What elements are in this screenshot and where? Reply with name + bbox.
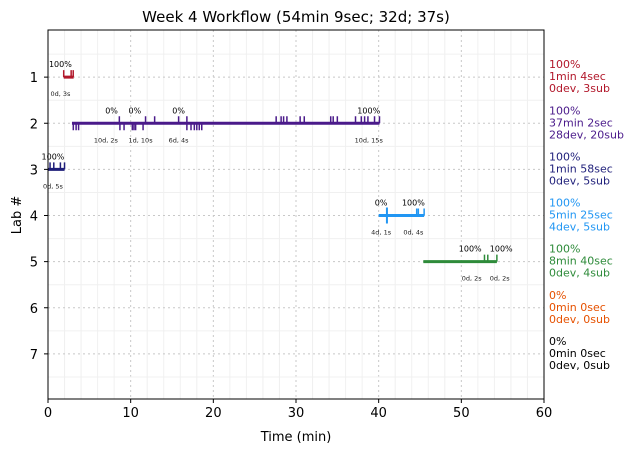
y-tick-label: 5 (30, 256, 38, 271)
annotation-duration: 4d, 1s (371, 229, 392, 237)
lab-7-summary: 0min 0sec (549, 347, 606, 360)
annotation-duration: 0d, 2s (462, 275, 483, 283)
x-tick-label: 50 (453, 406, 470, 421)
annotation-duration: 10d, 15s (355, 136, 384, 144)
x-tick-label: 20 (205, 406, 222, 421)
x-tick-label: 0 (44, 406, 52, 421)
annotation-percent: 0% (172, 106, 185, 115)
annotation-percent: 100% (357, 106, 380, 115)
lab-5-summary: 0dev, 4sub (549, 267, 610, 280)
chart-title: Week 4 Workflow (54min 9sec; 32d; 37s) (142, 8, 450, 26)
y-tick-label: 4 (30, 210, 38, 225)
annotation-percent: 100% (42, 152, 65, 161)
grid (47, 30, 545, 399)
lab-5-summary: 8min 40sec (549, 255, 613, 268)
lab-5-summary: 100% (549, 243, 580, 256)
lab-1-summary: 0dev, 3sub (549, 82, 610, 95)
lab-7-summary: 0dev, 0sub (549, 359, 610, 372)
y-tick-label: 1 (30, 71, 38, 86)
lab-4-summary: 4dev, 5sub (549, 221, 610, 234)
lab-3-summary: 1min 58sec (549, 162, 613, 175)
y-tick-label: 6 (30, 302, 38, 317)
annotation-duration: 0d, 2s (490, 275, 511, 283)
marks: 100% 0d, 3s 0% 10d, 2s 0% 1d, 10s 0% 6d, 4s 100%… (42, 60, 514, 283)
annotation-duration: 1d, 10s (129, 136, 154, 144)
lab-7-summary: 0% (549, 335, 566, 348)
y-tick-label: 2 (30, 117, 38, 132)
annotation-percent: 0% (375, 199, 388, 208)
lab-2-summary: 100% (549, 104, 580, 117)
lab-3-summary: 100% (549, 150, 580, 163)
x-axis-label: Time (min) (260, 430, 332, 445)
lab-1-summary: 1min 4sec (549, 70, 606, 83)
annotation-duration: 6d, 4s (169, 136, 190, 144)
y-tick-label: 3 (30, 163, 38, 178)
annotation-percent: 0% (129, 106, 142, 115)
x-tick-label: 40 (370, 406, 387, 421)
lab-6-summary: 0dev, 0sub (549, 313, 610, 326)
lab-3-summary: 0dev, 5sub (549, 174, 610, 187)
annotation-duration: 10d, 2s (94, 136, 119, 144)
annotation-percent: 100% (402, 199, 425, 208)
annotation-duration: 0d, 5s (43, 182, 64, 190)
x-tick-label: 60 (536, 406, 553, 421)
annotation-percent: 100% (459, 245, 482, 254)
annotation-percent: 100% (49, 60, 72, 69)
annotation-percent: 0% (105, 106, 118, 115)
x-tick-label: 10 (122, 406, 139, 421)
lab-1-summary: 100% (549, 58, 580, 71)
y-tick-label: 7 (30, 348, 38, 363)
lab-6-summary: 0% (549, 289, 566, 302)
y-axis-label: Lab # (10, 196, 25, 235)
lab-4-summary: 5min 25sec (549, 209, 613, 222)
annotation-duration: 0d, 4s (403, 229, 424, 237)
annotation-percent: 100% (490, 245, 513, 254)
x-tick-label: 30 (288, 406, 305, 421)
lab-2-summary: 37min 2sec (549, 116, 613, 129)
lab-2-summary: 28dev, 20sub (549, 128, 624, 141)
lab-4-summary: 100% (549, 197, 580, 210)
lab-6-summary: 0min 0sec (549, 301, 606, 314)
annotation-duration: 0d, 3s (50, 90, 71, 98)
